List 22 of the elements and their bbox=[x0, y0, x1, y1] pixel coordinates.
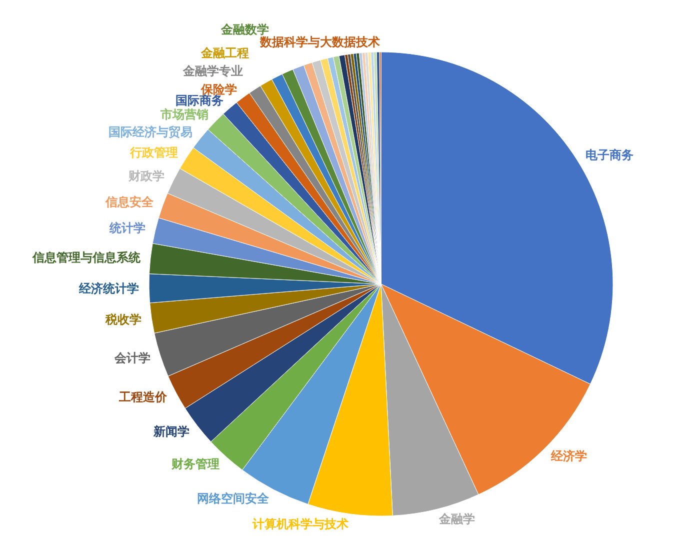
slice-label: 经济统计学 bbox=[78, 282, 140, 296]
slice-label: 行政管理 bbox=[128, 145, 178, 160]
slice-label: 金融学专业 bbox=[182, 64, 243, 78]
slice-label: 信息管理与信息系统 bbox=[31, 250, 142, 264]
slice-label: 金融学 bbox=[438, 512, 475, 526]
slice-label: 统计学 bbox=[108, 221, 146, 236]
slice-label: 国际经济与贸易 bbox=[108, 125, 193, 140]
slice-label: 税收学 bbox=[104, 312, 142, 327]
slice-label: 财务管理 bbox=[170, 457, 220, 472]
slice-label: 网络空间安全 bbox=[197, 492, 270, 506]
slice-label: 工程造价 bbox=[118, 390, 168, 404]
slice-label: 计算机科学与技术 bbox=[251, 516, 348, 531]
slice-label: 新闻学 bbox=[152, 424, 190, 439]
slice-label: 金融数学 bbox=[220, 22, 269, 37]
slice-label: 信息安全 bbox=[104, 195, 154, 210]
slice-label: 电子商务 bbox=[586, 148, 634, 162]
slice-label: 经济学 bbox=[550, 449, 588, 464]
slice-label: 会计学 bbox=[114, 351, 151, 366]
slice-label: 财政学 bbox=[127, 169, 164, 184]
slice-label: 数据科学与大数据技术 bbox=[259, 35, 380, 49]
slice-label: 金融工程 bbox=[200, 46, 250, 60]
slice-label: 市场营销 bbox=[159, 108, 208, 122]
